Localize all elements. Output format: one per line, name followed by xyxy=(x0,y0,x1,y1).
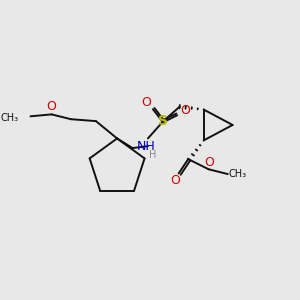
Text: H: H xyxy=(149,150,156,160)
Text: NH: NH xyxy=(136,140,155,153)
Text: S: S xyxy=(158,114,168,128)
Text: CH₃: CH₃ xyxy=(228,169,247,179)
Text: CH₃: CH₃ xyxy=(1,113,19,123)
Text: O: O xyxy=(170,174,180,187)
Text: O: O xyxy=(47,100,57,113)
Text: O: O xyxy=(205,156,214,169)
Text: O: O xyxy=(141,96,151,109)
Text: O: O xyxy=(181,104,190,117)
